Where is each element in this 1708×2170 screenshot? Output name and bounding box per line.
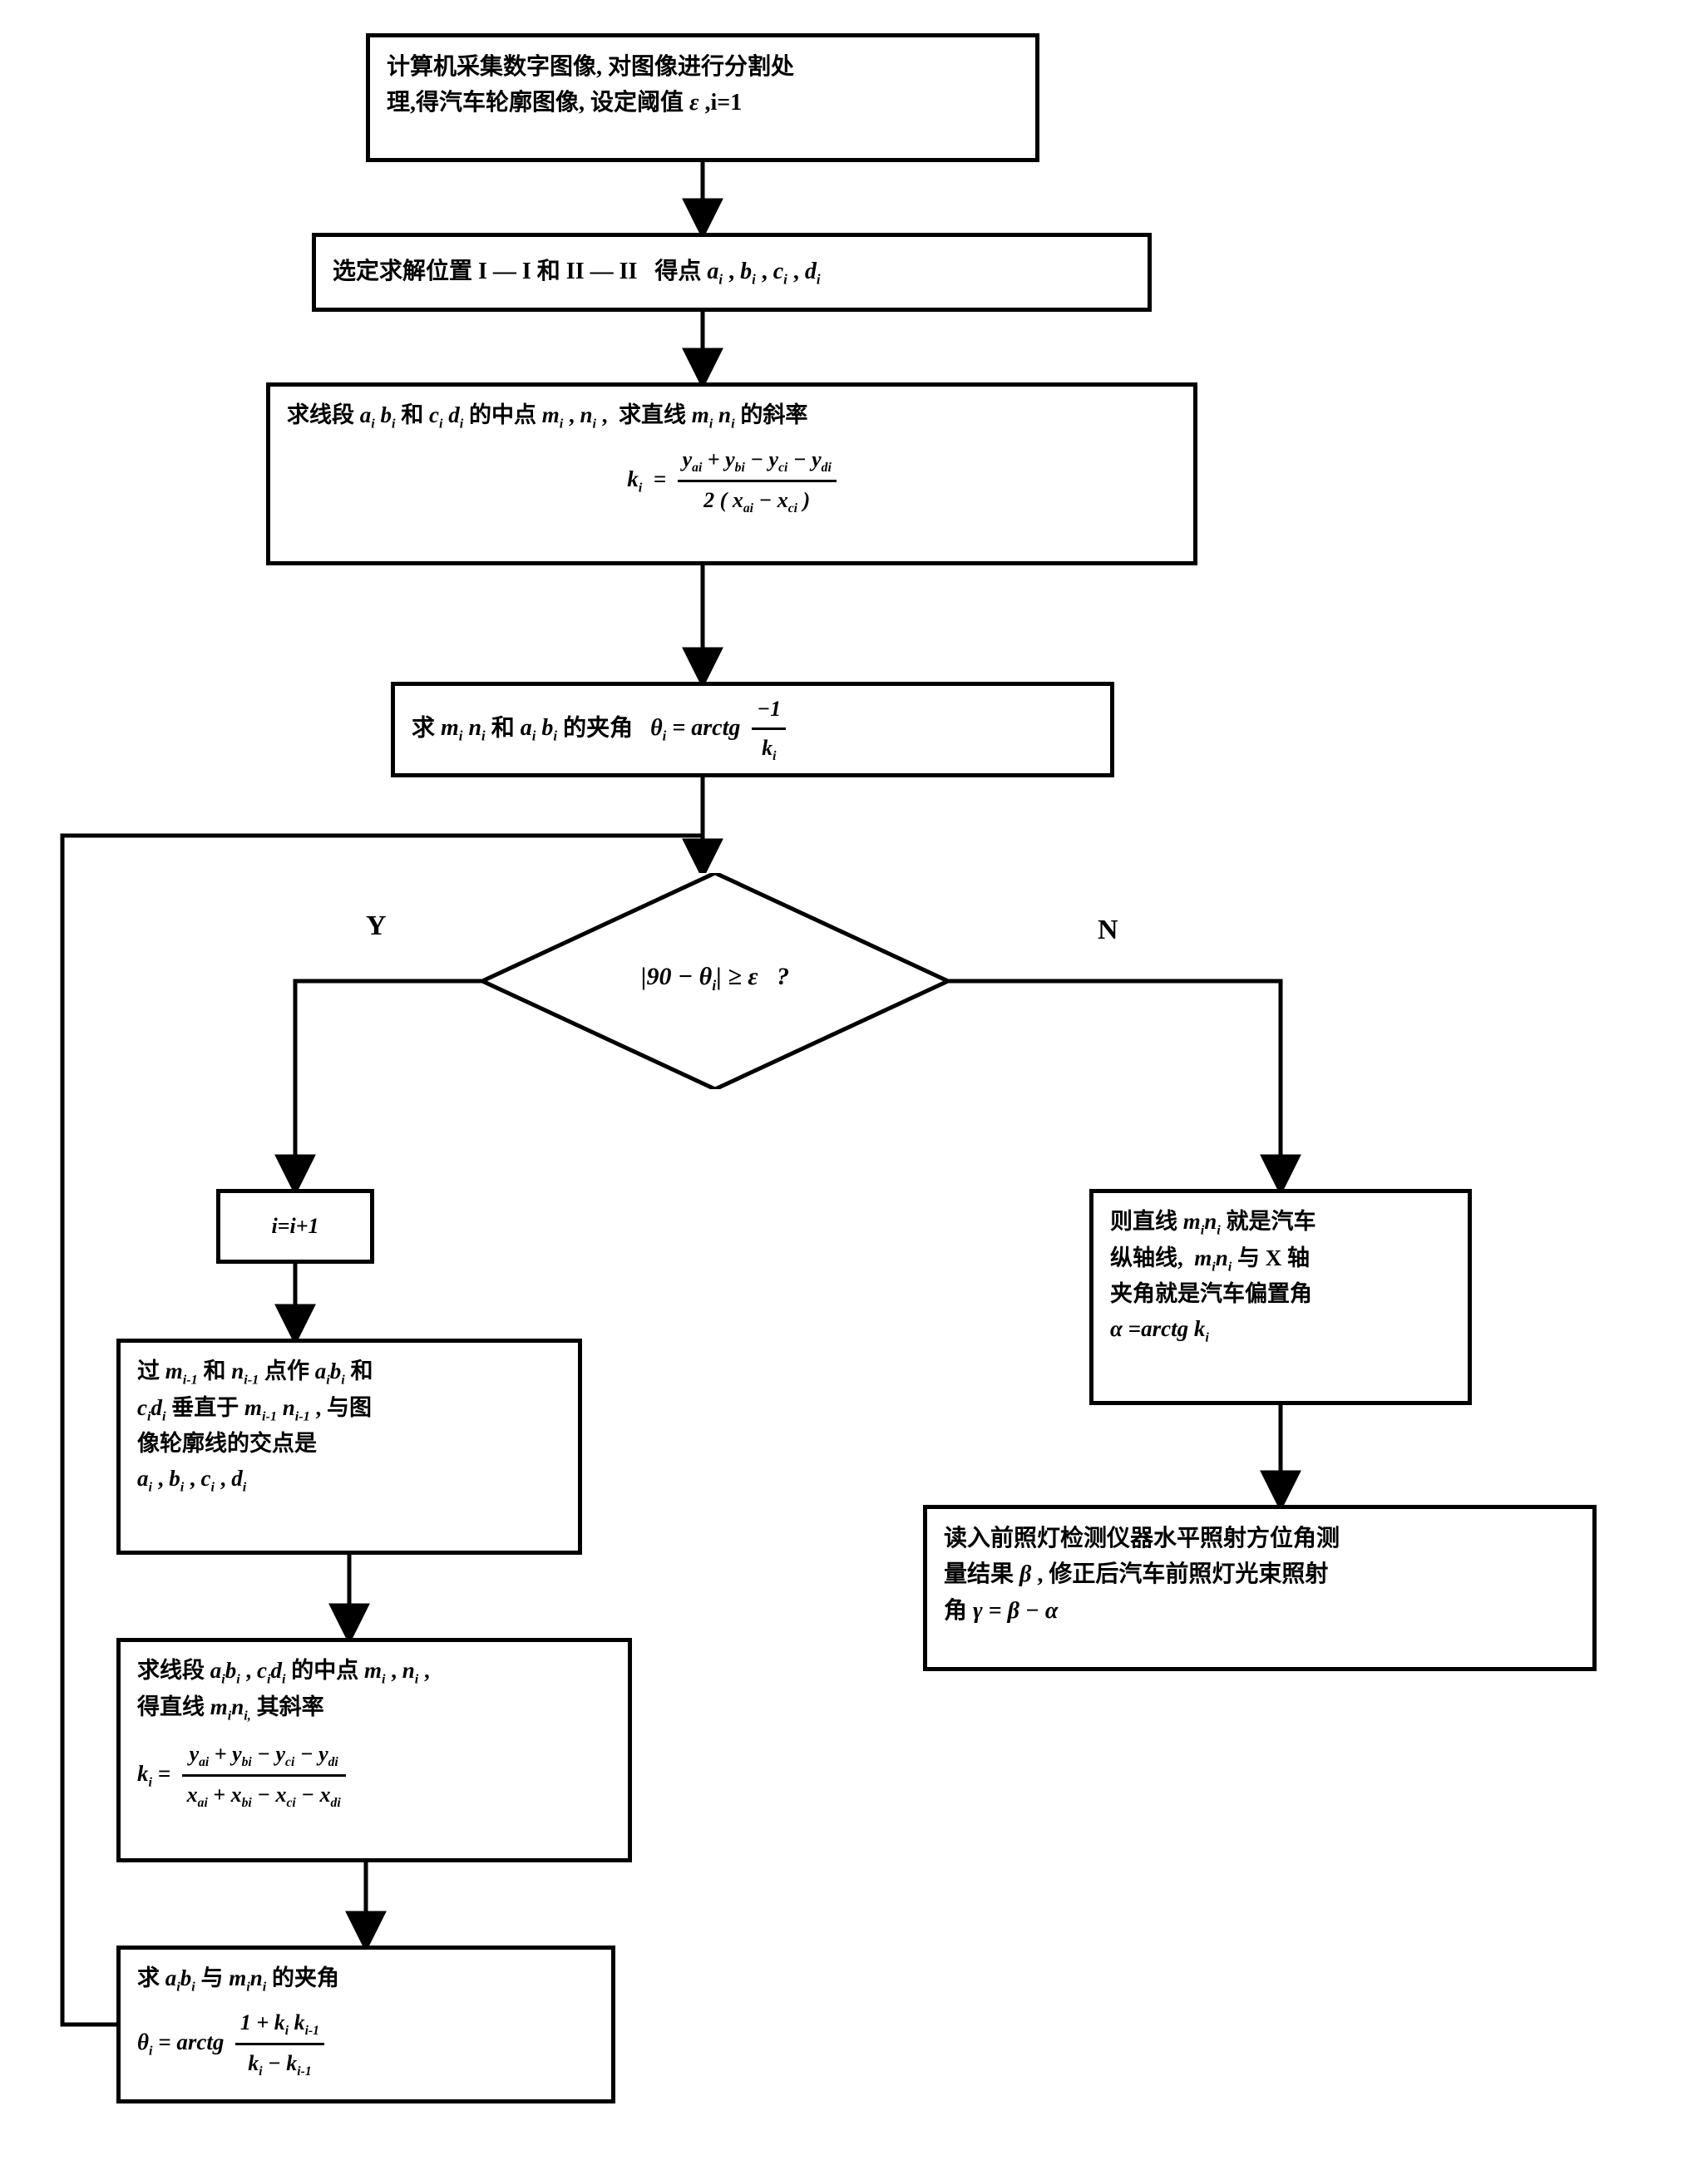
line: ai , bi , ci , di [137,1462,561,1498]
node-axis-result: 则直线 mini 就是汽车 纵轴线, mini 与 X 轴 夹角就是汽车偏置角 … [1089,1189,1472,1405]
line: 角 γ = β − α [944,1593,1576,1629]
formula: θi = arctg 1 + ki ki-1 ki − ki-1 [137,2006,595,2083]
node-select-position: 选定求解位置 I — I 和 II — II 得点 ai , bi , ci ,… [312,233,1152,312]
line: cidi 垂直于 mi-1 ni-1 , 与图 [137,1391,561,1428]
line: 纵轴线, mini 与 X 轴 [1110,1241,1451,1278]
formula: ki = yai + ybi − yci − ydi xai + xbi − x… [137,1738,611,1814]
line: α =arctg ki [1110,1312,1451,1349]
label-no: N [1098,915,1118,946]
node-increment: i=i+1 [216,1189,374,1264]
line: 则直线 mini 就是汽车 [1110,1205,1451,1241]
line: 像轮廓线的交点是 [137,1427,561,1462]
line: 理,得汽车轮廓图像, 设定阈值 ε ,i=1 [387,85,1019,121]
node-final-correction: 读入前照灯检测仪器水平照射方位角测 量结果 β , 修正后汽车前照灯光束照射 角… [923,1505,1597,1671]
text: i=i+1 [271,1210,318,1243]
line: 求线段 aibi , cidi 的中点 mi , ni , [137,1654,611,1690]
decision-epsilon: |90 − θi| ≥ ε ? [482,873,948,1089]
line: 夹角就是汽车偏置角 [1110,1277,1451,1312]
line: 量结果 β , 修正后汽车前照灯光束照射 [944,1556,1576,1592]
flowchart-canvas: 计算机采集数字图像, 对图像进行分割处 理,得汽车轮廓图像, 设定阈值 ε ,i… [33,33,1675,2137]
node-angle-theta2: 求 aibi 与 mini 的夹角 θi = arctg 1 + ki ki-1… [116,1946,615,2103]
node-slope-k2: 求线段 aibi , cidi 的中点 mi , ni , 得直线 mini, … [116,1638,632,1862]
node-slope-k: 求线段 ai bi 和 ci di 的中点 mi , ni , 求直线 mi n… [266,382,1197,565]
node-perpendicular: 过 mi-1 和 ni-1 点作 aibi 和 cidi 垂直于 mi-1 ni… [116,1339,582,1555]
line: 求 aibi 与 mini 的夹角 [137,1961,595,1998]
line: 求线段 ai bi 和 ci di 的中点 mi , ni , 求直线 mi n… [287,398,1177,435]
line: 得直线 mini, 其斜率 [137,1690,611,1727]
node-angle-theta: 求 mi ni 和 ai bi 的夹角 θi = arctg −1 ki [391,682,1114,777]
node-start: 计算机采集数字图像, 对图像进行分割处 理,得汽车轮廓图像, 设定阈值 ε ,i… [366,33,1039,162]
line: 读入前照灯检测仪器水平照射方位角测 [944,1521,1576,1556]
line: 过 mi-1 和 ni-1 点作 aibi 和 [137,1354,561,1391]
text: 选定求解位置 I — I 和 II — II 得点 ai , bi , ci ,… [333,254,821,291]
text: 求 mi ni 和 ai bi 的夹角 θi = arctg −1 ki [412,693,786,767]
line: 计算机采集数字图像, 对图像进行分割处 [387,49,1019,85]
label-yes: Y [366,910,387,942]
formula: ki = yai + ybi − yci − ydi 2 ( xai − xci… [287,443,1177,520]
